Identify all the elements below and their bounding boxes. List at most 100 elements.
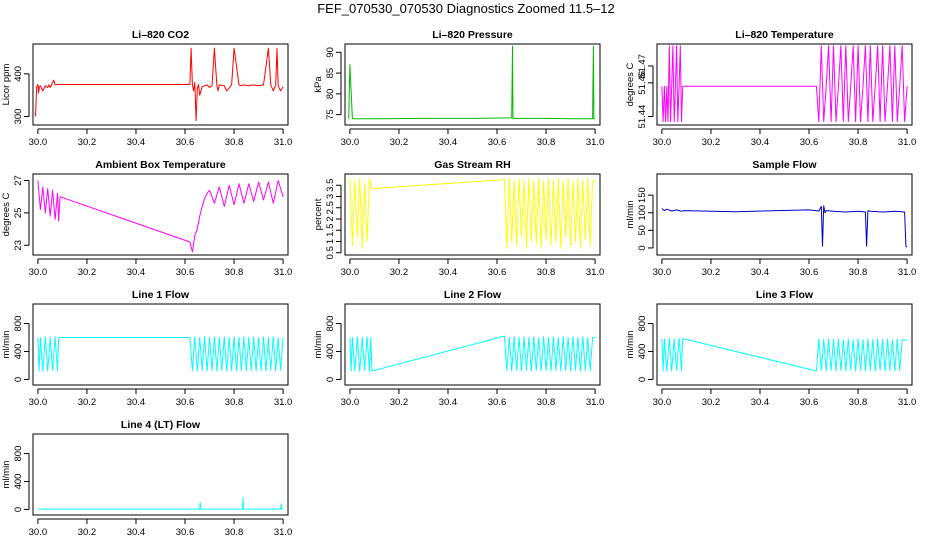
series-line <box>35 47 284 122</box>
y-tick-label: 800 <box>637 316 648 332</box>
chart-panel-6: Sample Flow 30.0 30.2 30.4 30.6 30.8 31.0 0 50 10… <box>625 159 916 278</box>
x-tick-label: 31.0 <box>898 267 917 278</box>
x-tick-label: 30.8 <box>537 397 556 408</box>
y-tick-label: 51.44 <box>637 105 648 129</box>
x-tick-label: 30.2 <box>390 137 409 148</box>
y-tick-label: 27 <box>13 175 24 186</box>
x-tick-label: 30.2 <box>390 267 409 278</box>
y-tick-label: 50 <box>637 225 648 236</box>
y-tick-label: 25 <box>13 208 24 219</box>
panel-title: Line 2 Flow <box>444 289 502 301</box>
y-tick-label: 100 <box>637 205 648 221</box>
plot-frame <box>344 173 601 256</box>
x-tick-label: 30.0 <box>341 397 360 408</box>
x-tick-label: 30.8 <box>225 527 244 538</box>
y-tick-label: 0 <box>637 245 648 250</box>
y-tick-label: 400 <box>13 66 24 82</box>
x-tick-label: 30.8 <box>537 137 556 148</box>
x-tick-label: 30.4 <box>751 267 770 278</box>
panel-title: Ambient Box Temperature <box>95 159 226 171</box>
series-line <box>661 45 908 123</box>
x-tick-label: 30.0 <box>653 137 672 148</box>
plot-frame <box>656 303 913 386</box>
panel-title: Line 3 Flow <box>756 289 814 301</box>
x-tick-label: 30.0 <box>29 267 48 278</box>
chart-panel-5: Gas Stream RH 30.0 30.2 30.4 30.6 30.8 31.0 0.5… <box>313 159 604 278</box>
panel-title: Li–820 Pressure <box>432 29 513 41</box>
x-tick-label: 30.8 <box>849 397 868 408</box>
x-tick-label: 30.2 <box>390 397 409 408</box>
y-tick-label: 800 <box>13 446 24 462</box>
chart-panel-3: Li–820 Temperature 30.0 30.2 30.4 30.6 30.8 31… <box>625 29 916 148</box>
chart-panel-8: Line 2 Flow 30.0 30.2 30.4 30.6 30.8 31.0 0 400 8… <box>313 289 604 408</box>
y-tick-label: 0 <box>13 377 24 382</box>
y-tick-label: 23 <box>13 240 24 251</box>
x-tick-label: 30.0 <box>29 527 48 538</box>
x-tick-label: 31.0 <box>586 137 605 148</box>
y-tick-label: 51.46 <box>637 71 648 95</box>
chart-panel-2: Li–820 Pressure 30.0 30.2 30.4 30.6 30.8 31.0 7… <box>313 29 604 148</box>
x-tick-label: 30.8 <box>225 267 244 278</box>
x-tick-label: 31.0 <box>274 267 293 278</box>
y-tick-label: 150 <box>637 187 648 203</box>
x-tick-label: 30.4 <box>127 137 146 148</box>
x-tick-label: 30.4 <box>127 397 146 408</box>
x-tick-label: 30.6 <box>176 137 195 148</box>
series-line <box>661 205 908 248</box>
y-tick-label: 300 <box>13 109 24 125</box>
y-axis-label: ml/min <box>1 331 12 359</box>
x-tick-label: 30.0 <box>29 397 48 408</box>
x-tick-label: 30.6 <box>488 267 507 278</box>
x-tick-label: 30.4 <box>439 267 458 278</box>
plot-frame <box>32 173 289 256</box>
x-tick-label: 30.2 <box>78 397 97 408</box>
plot-frame <box>656 43 913 126</box>
series-line <box>37 180 284 253</box>
y-axis-label: ml/min <box>1 461 12 489</box>
series-line <box>348 45 596 120</box>
x-tick-label: 31.0 <box>274 137 293 148</box>
x-tick-label: 30.6 <box>800 397 819 408</box>
panel-title: Line 1 Flow <box>132 289 190 301</box>
y-tick-label: 85 <box>325 68 336 79</box>
x-tick-label: 30.4 <box>439 397 458 408</box>
y-tick-label: 400 <box>13 344 24 360</box>
x-tick-label: 30.6 <box>176 527 195 538</box>
y-tick-label: 51.47 <box>637 54 648 78</box>
y-tick-label: 0.5 <box>325 246 336 259</box>
y-tick-label: 800 <box>325 316 336 332</box>
x-tick-label: 30.8 <box>849 137 868 148</box>
series-line <box>37 497 284 510</box>
x-tick-label: 30.4 <box>751 397 770 408</box>
y-tick-label: 3.5 <box>325 179 336 192</box>
y-tick-label: 1.5 <box>325 224 336 237</box>
x-tick-label: 30.6 <box>176 267 195 278</box>
plot-frame <box>656 173 913 256</box>
chart-panels: Li–820 CO2 30.0 30.2 30.4 30.6 30.8 31.0 300 400… <box>1 29 916 538</box>
x-tick-label: 30.0 <box>341 137 360 148</box>
x-tick-label: 31.0 <box>898 397 917 408</box>
plot-frame <box>32 43 289 126</box>
x-tick-label: 30.8 <box>225 137 244 148</box>
y-tick-label: 90 <box>325 47 336 58</box>
x-tick-label: 30.0 <box>29 137 48 148</box>
panel-title: Li–820 Temperature <box>735 29 834 41</box>
y-tick-label: 400 <box>325 344 336 360</box>
chart-panel-4: Ambient Box Temperature 30.0 30.2 30.4 30.6 3… <box>1 159 292 278</box>
x-tick-label: 30.2 <box>78 527 97 538</box>
y-tick-label: 80 <box>325 89 336 100</box>
x-tick-label: 30.2 <box>702 137 721 148</box>
y-tick-label: 2 <box>325 216 336 221</box>
y-tick-label: 800 <box>13 316 24 332</box>
y-axis-label: ml/min <box>625 331 636 359</box>
series-line <box>37 336 284 372</box>
panel-title: Gas Stream RH <box>434 159 510 171</box>
x-tick-label: 30.4 <box>127 267 146 278</box>
y-axis-label: percent <box>313 198 324 230</box>
x-tick-label: 31.0 <box>898 137 917 148</box>
chart-panel-9: Line 3 Flow 30.0 30.2 30.4 30.6 30.8 31.0 0 400 8… <box>625 289 916 408</box>
panel-title: Line 4 (LT) Flow <box>121 419 201 431</box>
panel-title: Li–820 CO2 <box>132 29 189 41</box>
y-axis-label: kPa <box>313 76 324 93</box>
plot-frame <box>32 303 289 386</box>
